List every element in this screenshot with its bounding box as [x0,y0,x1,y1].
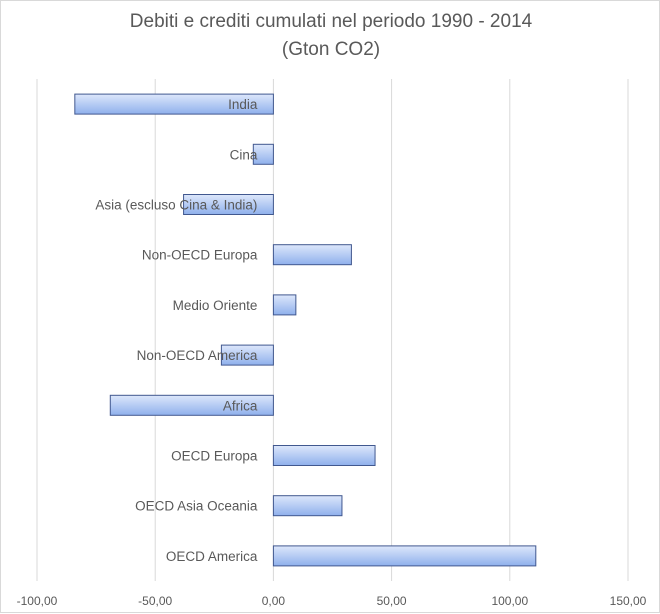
bar [272,294,297,316]
x-tick-label: -50,00 [138,594,172,608]
category-label: Medio Oriente [173,298,258,313]
category-label: Asia (escluso Cina & India) [95,198,257,213]
bar [272,495,343,517]
chart-title: Debiti e crediti cumulati nel periodo 19… [129,11,533,32]
x-tick-label: 100,00 [491,594,528,608]
bar [109,394,274,416]
category-label: OECD America [166,549,258,564]
category-label: Africa [223,398,258,413]
x-tick-label: 150,00 [610,594,647,608]
bar [272,244,352,266]
x-tick-label: -100,00 [17,594,58,608]
x-tick-label: 0,00 [262,594,286,608]
category-label: Cina [230,147,258,162]
bar [74,93,274,115]
bar [220,344,274,366]
bar [252,143,274,165]
category-label: OECD Europa [171,449,258,464]
bar [183,194,274,215]
bar [272,445,376,466]
category-label: India [228,97,258,112]
category-label: Non-OECD America [137,348,258,363]
bar [272,545,537,567]
chart-subtitle: (Gton CO2) [281,39,381,60]
category-label: Non-OECD Europa [142,248,258,263]
category-label: OECD Asia Oceania [135,499,258,514]
x-tick-label: 50,00 [377,594,407,608]
